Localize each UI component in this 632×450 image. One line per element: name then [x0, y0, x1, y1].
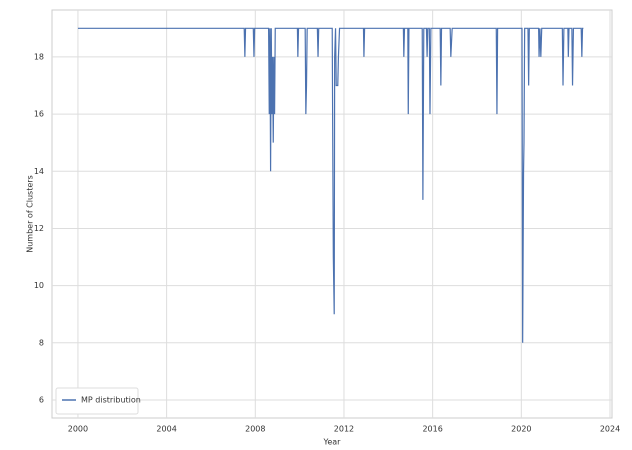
x-tick-label: 2004 [156, 425, 176, 434]
x-tick-label: 2008 [245, 425, 265, 434]
y-tick-label: 12 [34, 224, 44, 233]
legend-box [55, 387, 139, 415]
x-tick-label: 2000 [68, 425, 88, 434]
x-tick-label: 2016 [422, 425, 442, 434]
x-axis-label: Year [323, 438, 342, 447]
legend-label: MP distribution [81, 396, 141, 405]
x-tick-label: 2024 [600, 425, 620, 434]
y-tick-label: 14 [34, 167, 44, 176]
y-axis-label: Number of Clusters [26, 175, 35, 253]
y-tick-label: 6 [39, 395, 44, 404]
x-tick-label: 2020 [511, 425, 531, 434]
y-tick-label: 18 [34, 52, 44, 61]
y-tick-label: 8 [39, 338, 44, 347]
x-tick-label: 2012 [334, 425, 354, 434]
y-tick-label: 16 [34, 110, 44, 119]
y-tick-label: 10 [34, 281, 44, 290]
